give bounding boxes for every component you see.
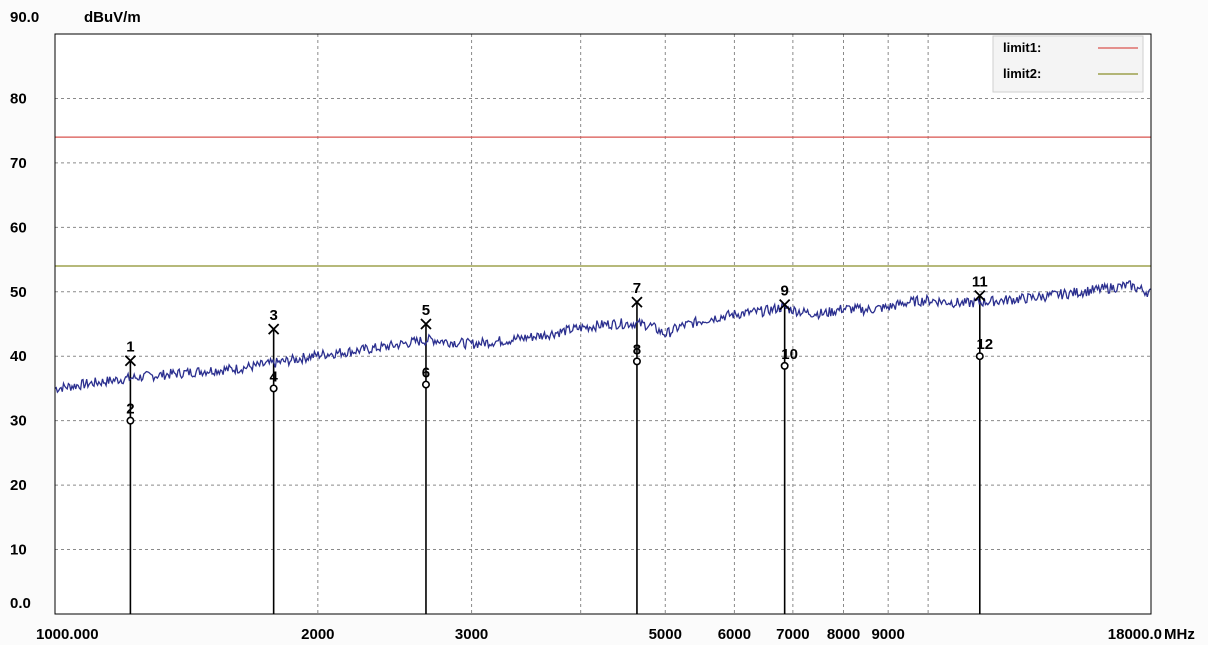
measurement-trace: [54, 280, 1152, 394]
marker-peak: [779, 299, 791, 311]
y-axis-ticks: 0.0 10 20 30 40 50 60 70 80 90.0: [10, 9, 39, 612]
marker-label: 3: [269, 307, 277, 324]
marker-avg: [126, 416, 135, 425]
marker-avg: [975, 352, 984, 361]
limit-lines: [55, 136, 1151, 267]
marker-peak: [268, 323, 280, 335]
x-tick-label: 5000: [649, 626, 682, 643]
y-tick-label: 0.0: [10, 595, 31, 612]
marker-peak: [420, 318, 432, 330]
x-axis-ticks: 1000.000 2000 3000 5000 6000 7000 8000 9000 1800…: [36, 626, 1162, 643]
marker-label: 9: [780, 283, 788, 300]
marker-label: 2: [126, 401, 134, 418]
x-tick-label: 7000: [776, 626, 809, 643]
x-tick-label: 8000: [827, 626, 860, 643]
marker-label: 12: [976, 336, 993, 353]
x-tick-label: 2000: [301, 626, 334, 643]
marker-avg: [269, 384, 278, 393]
marker-label: 11: [972, 274, 988, 291]
plot-frame: [54, 33, 1152, 615]
marker-label: 10: [781, 346, 798, 363]
y-tick-label: 90.0: [10, 9, 39, 26]
y-tick-label: 30: [10, 413, 27, 430]
marker-label: 8: [633, 341, 641, 358]
marker-stems: [129, 295, 981, 614]
y-tick-label: 60: [10, 219, 27, 236]
marker-peak: [124, 355, 137, 367]
y-tick-label: 10: [10, 542, 27, 559]
marker-label: 4: [269, 368, 278, 385]
marker-label: 7: [633, 280, 641, 297]
marker-label: 5: [422, 302, 430, 319]
marker-avg: [632, 357, 641, 366]
x-tick-label: 18000.0: [1108, 626, 1162, 643]
y-tick-label: 50: [10, 284, 27, 301]
x-axis-unit: MHz: [1164, 626, 1195, 643]
marker-avg: [780, 361, 789, 370]
y-axis-unit: dBuV/m: [84, 9, 141, 26]
legend-label: limit2:: [1003, 66, 1041, 81]
x-tick-label: 9000: [871, 626, 904, 643]
y-tick-label: 80: [10, 90, 27, 107]
legend-box: [992, 35, 1144, 93]
x-tick-label: 1000.000: [36, 626, 99, 643]
x-tick-label: 3000: [455, 626, 488, 643]
x-tick-label: 6000: [718, 626, 751, 643]
y-tick-label: 40: [10, 348, 27, 365]
y-tick-label: 70: [10, 155, 27, 172]
y-tick-label: 20: [10, 477, 27, 494]
marker-label: 1: [126, 339, 134, 356]
legend-label: limit1:: [1003, 40, 1041, 55]
marker-avg: [421, 380, 430, 389]
legend: limit1: limit2:: [992, 35, 1144, 93]
marker-label: 6: [422, 365, 430, 382]
marker-peak: [974, 290, 986, 302]
marker-peak: [631, 296, 643, 308]
